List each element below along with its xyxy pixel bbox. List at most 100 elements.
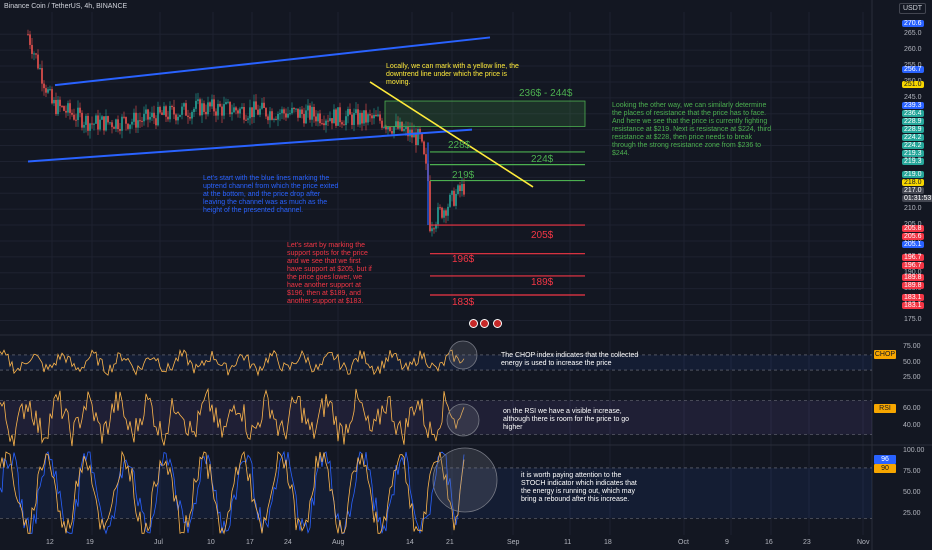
stoch-annotation: it is worth paying attention to the STOC… bbox=[521, 472, 637, 503]
candle-body bbox=[71, 112, 73, 115]
candle-body bbox=[253, 101, 255, 118]
candle-body bbox=[177, 116, 179, 121]
candle-body bbox=[75, 119, 77, 121]
stoch-tick: 50.00 bbox=[903, 489, 921, 497]
candle-body bbox=[415, 132, 417, 146]
candle-body bbox=[233, 107, 235, 113]
price-badge: 219.3 bbox=[902, 150, 924, 157]
chop-tag[interactable]: CHOP bbox=[874, 350, 896, 359]
candle-body bbox=[37, 54, 39, 69]
resistance-224-label: 224$ bbox=[531, 154, 554, 165]
candle-body bbox=[361, 112, 363, 124]
rsi-line bbox=[0, 387, 465, 447]
candle-body bbox=[47, 89, 49, 93]
candle-body bbox=[181, 106, 183, 115]
price-badge: 205.8 bbox=[902, 225, 924, 232]
candle-body bbox=[215, 111, 217, 116]
price-tick: 175.0 bbox=[904, 316, 922, 324]
candle-body bbox=[433, 228, 435, 230]
candle-body bbox=[277, 114, 279, 120]
candle-body bbox=[279, 113, 281, 115]
economic-event-flag[interactable] bbox=[493, 319, 502, 328]
candle-body bbox=[79, 107, 81, 113]
resistance-annotation: Looking the other way, we can similarly … bbox=[612, 102, 772, 157]
channel-upper-line bbox=[54, 36, 491, 87]
resistance-219-label: 219$ bbox=[452, 170, 475, 181]
price-badge: 183.1 bbox=[902, 294, 924, 301]
time-tick: 12 bbox=[46, 539, 54, 546]
candle-body bbox=[191, 112, 193, 119]
candle-body bbox=[315, 116, 317, 122]
price-tick: 200.0 bbox=[904, 237, 922, 244]
candle-body bbox=[193, 108, 195, 113]
price-badge: 196.7 bbox=[902, 254, 924, 261]
candle-body bbox=[139, 120, 141, 122]
candle-body bbox=[419, 129, 421, 134]
rsi-tick: 40.00 bbox=[903, 422, 921, 429]
candle-body bbox=[275, 118, 277, 120]
economic-event-flag[interactable] bbox=[469, 319, 478, 328]
candle-body bbox=[359, 112, 361, 125]
candle-body bbox=[209, 102, 211, 107]
candle-body bbox=[163, 106, 165, 115]
candle-body bbox=[99, 119, 101, 130]
stoch-k-tag[interactable]: 96 bbox=[874, 455, 896, 464]
candle-body bbox=[257, 109, 259, 115]
candle-body bbox=[149, 116, 151, 120]
candle-body bbox=[97, 115, 99, 130]
currency-label[interactable]: USDT bbox=[899, 3, 927, 14]
candle-body bbox=[185, 103, 187, 116]
oscillator-panes bbox=[0, 340, 872, 535]
drawings-layer[interactable] bbox=[27, 36, 586, 296]
candle-body bbox=[389, 126, 391, 132]
candle-body bbox=[261, 102, 263, 109]
candle-body bbox=[237, 110, 239, 114]
candle-body bbox=[129, 124, 131, 129]
candle-body bbox=[33, 53, 35, 55]
candle-body bbox=[247, 118, 249, 120]
candle-body bbox=[351, 114, 353, 125]
support-196-label: 196$ bbox=[452, 254, 475, 265]
candle-body bbox=[137, 120, 139, 128]
candle-body bbox=[325, 120, 327, 126]
candle-body bbox=[353, 113, 355, 125]
time-tick: 19 bbox=[86, 539, 94, 546]
candle-body bbox=[251, 107, 253, 118]
candle-body bbox=[457, 185, 459, 194]
stoch-d-tag[interactable]: 90 bbox=[874, 464, 896, 473]
candle-body bbox=[213, 99, 215, 112]
rsi-tag[interactable]: RSI bbox=[874, 404, 896, 413]
candle-body bbox=[245, 119, 247, 121]
candle-body bbox=[105, 116, 107, 131]
candle-body bbox=[441, 207, 443, 218]
candle-body bbox=[201, 103, 203, 116]
price-tick: 265.0 bbox=[904, 30, 922, 38]
price-badge: 196.7 bbox=[902, 262, 924, 269]
candle-body bbox=[383, 126, 385, 128]
candle-body bbox=[35, 53, 37, 55]
candle-body bbox=[365, 110, 367, 123]
candle-body bbox=[377, 114, 379, 117]
symbol-title[interactable]: Binance Coin / TetherUS, 4h, BINANCE bbox=[4, 3, 128, 10]
candle-body bbox=[293, 107, 295, 110]
candle-body bbox=[317, 113, 319, 122]
candle-body bbox=[379, 114, 381, 121]
candle-body bbox=[219, 103, 221, 107]
candle-body bbox=[155, 118, 157, 126]
candle-body bbox=[187, 115, 189, 118]
candle-body bbox=[417, 129, 419, 146]
candle-body bbox=[183, 103, 185, 107]
economic-event-flag[interactable] bbox=[480, 319, 489, 328]
candle-body bbox=[207, 102, 209, 115]
candle-body bbox=[73, 114, 75, 120]
candle-body bbox=[453, 190, 455, 206]
candle-body bbox=[59, 99, 61, 107]
price-badge: 236.4 bbox=[902, 110, 924, 117]
candle-body bbox=[333, 109, 335, 124]
candle-body bbox=[95, 115, 97, 124]
candle-body bbox=[107, 116, 109, 123]
candle-body bbox=[43, 83, 45, 89]
support-189-label: 189$ bbox=[531, 277, 554, 288]
price-badge: 205.1 bbox=[902, 241, 924, 248]
